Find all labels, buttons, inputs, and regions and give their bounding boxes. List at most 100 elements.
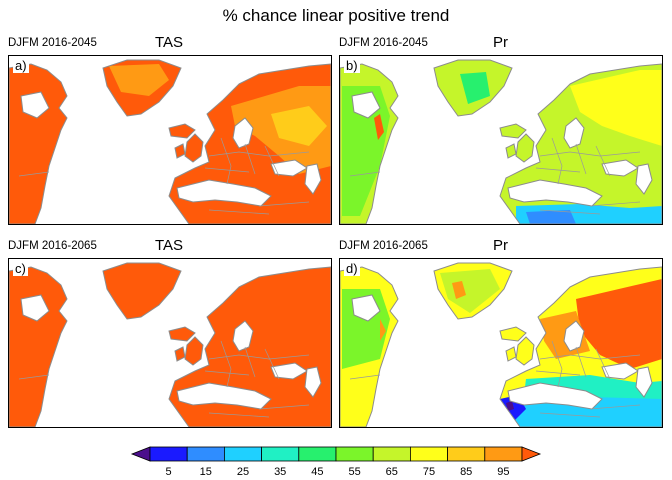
coastline-greenland <box>433 262 513 320</box>
panel-c-variable: TAS <box>155 237 184 254</box>
map-a-svg <box>9 59 331 224</box>
panel-c-period: DJFM 2016-2065 <box>8 240 97 252</box>
map-c-svg <box>9 262 331 427</box>
water-baltic <box>232 320 254 352</box>
colorbar-tick-label: 75 <box>423 466 435 478</box>
country-border <box>208 354 310 360</box>
country-border <box>551 137 563 185</box>
country-border <box>220 137 232 185</box>
water-black <box>270 362 308 380</box>
panel-a-period: DJFM 2016-2045 <box>8 37 97 49</box>
coastline-namerica <box>340 266 399 427</box>
trend-patch <box>526 210 576 224</box>
water-caspian <box>635 163 653 195</box>
country-border <box>595 348 611 380</box>
water-caspian <box>635 366 653 398</box>
colorbar-tick-label: 45 <box>311 466 323 478</box>
panel-b-period: DJFM 2016-2045 <box>339 37 428 49</box>
coastline-namerica <box>340 63 399 224</box>
country-border <box>220 340 232 388</box>
colorbar-tick-label: 65 <box>386 466 398 478</box>
country-border <box>244 143 256 175</box>
colorbar-swatch <box>186 446 225 462</box>
coastline-iceland <box>499 326 527 342</box>
country-border <box>539 151 641 157</box>
country-border <box>258 201 310 207</box>
water-baltic <box>563 320 585 352</box>
trend-patch <box>440 269 500 313</box>
country-border <box>264 145 280 177</box>
map-panel-d: d) <box>339 258 663 428</box>
country-border <box>208 209 270 215</box>
country-border <box>539 412 601 418</box>
coastline-britain <box>184 336 204 366</box>
water-hudson <box>20 91 50 119</box>
coastline-britain <box>515 336 535 366</box>
water-hudson <box>351 294 381 322</box>
coastline-britain <box>184 133 204 163</box>
country-border <box>575 346 587 378</box>
water-caspian <box>304 163 322 195</box>
trend-patch <box>109 64 169 96</box>
country-border <box>535 370 581 376</box>
trend-patch <box>271 106 327 146</box>
coastline-greenland <box>102 59 182 117</box>
colorbar-tick-label: 25 <box>237 466 249 478</box>
colorbar-tick-label: 5 <box>166 466 172 478</box>
colorbar-tick-label: 95 <box>497 466 509 478</box>
water-hudson <box>351 91 381 119</box>
country-border <box>539 209 601 215</box>
trend-patch <box>374 114 384 140</box>
trend-patch <box>570 70 662 146</box>
trend-patch <box>506 401 514 411</box>
country-border <box>575 143 587 175</box>
coastline-ireland <box>174 143 186 159</box>
colorbar-tick-label: 85 <box>460 466 472 478</box>
map-panel-c: c) <box>8 258 332 428</box>
colorbar-swatch <box>409 446 448 462</box>
panel-c-letter: c) <box>13 261 28 276</box>
figure-title: % chance linear positive trend <box>222 6 450 25</box>
panel-b-variable: Pr <box>493 34 508 51</box>
colorbar-max-arrow <box>521 446 542 462</box>
colorbar-swatch <box>149 446 188 462</box>
country-border <box>539 354 641 360</box>
coastline-eurasia <box>499 266 662 427</box>
water-black <box>601 362 639 380</box>
colorbar-swatch <box>298 446 337 462</box>
coastline-ireland <box>505 346 517 362</box>
colorbar-tick-label: 55 <box>348 466 360 478</box>
map-d-svg <box>340 262 662 427</box>
coastline-greenland <box>102 262 182 320</box>
water-baltic <box>232 117 254 149</box>
colorbar-swatch <box>335 446 374 462</box>
country-border <box>349 171 381 177</box>
country-border <box>589 201 641 207</box>
panel-a-variable: TAS <box>155 34 184 51</box>
colorbar-swatch <box>484 446 523 462</box>
water-black <box>601 159 639 177</box>
panel-d-variable: Pr <box>493 237 508 254</box>
colorbar-swatch <box>261 446 300 462</box>
trend-patch <box>380 319 386 341</box>
coastline-iceland <box>499 123 527 139</box>
coastline-eurasia <box>168 63 331 224</box>
map-b-svg <box>340 59 662 224</box>
panel-b-letter: b) <box>344 58 360 73</box>
country-border <box>535 167 581 173</box>
trend-patch <box>452 281 466 299</box>
country-border <box>258 404 310 410</box>
country-border <box>204 370 250 376</box>
panel-d-letter: d) <box>344 261 360 276</box>
panel-a-letter: a) <box>13 58 29 73</box>
country-border <box>18 171 50 177</box>
colorbar-swatch <box>372 446 411 462</box>
coastline-iceland <box>168 326 196 342</box>
coastline-eurasia <box>499 63 662 224</box>
country-border <box>18 374 50 380</box>
water-hudson <box>20 294 50 322</box>
trend-patch <box>460 72 490 104</box>
colorbar-tick-label: 35 <box>274 466 286 478</box>
country-border <box>204 167 250 173</box>
trend-patch <box>576 279 662 369</box>
